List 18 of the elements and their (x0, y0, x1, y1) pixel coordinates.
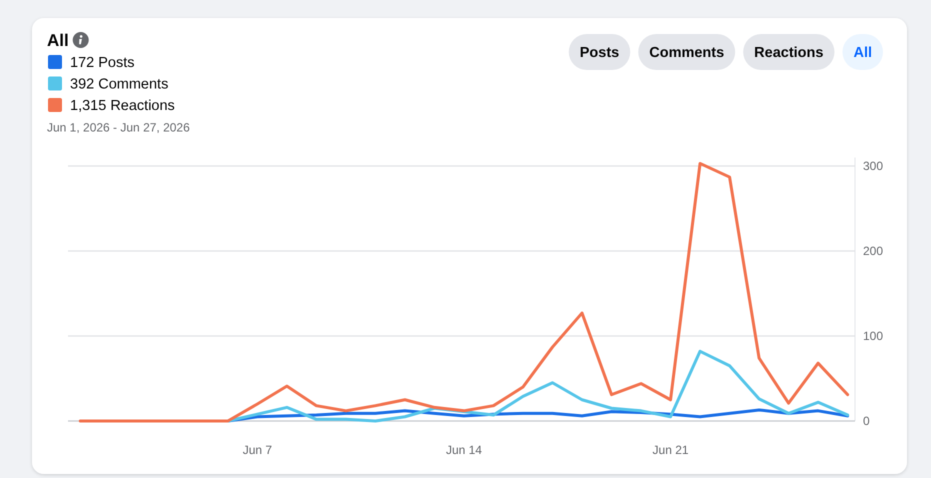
legend-label: 392 Comments (70, 76, 168, 92)
y-tick-label: 100 (863, 329, 884, 344)
line-series (226, 350, 850, 422)
y-tick-label: 200 (863, 244, 884, 258)
legend-label: 172 Posts (70, 55, 134, 71)
text: Reactions (754, 45, 824, 61)
text: Comments (649, 45, 724, 61)
chart-subtitle: Jun 1, 2026 - Jun 27, 2026 (47, 120, 190, 134)
line-series (78, 162, 850, 422)
text: Posts (580, 45, 620, 61)
text: All (853, 45, 872, 61)
x-tick-label: Jun 14 (446, 443, 482, 457)
x-tick-label: Jun 21 (652, 443, 689, 457)
y-tick-label: 0 (863, 414, 870, 428)
x-tick-label: Jun 7 (242, 443, 272, 457)
legend-label: 1,315 Reactions (70, 98, 175, 114)
y-tick-label: 300 (863, 159, 884, 174)
chart-title: All (47, 31, 69, 50)
